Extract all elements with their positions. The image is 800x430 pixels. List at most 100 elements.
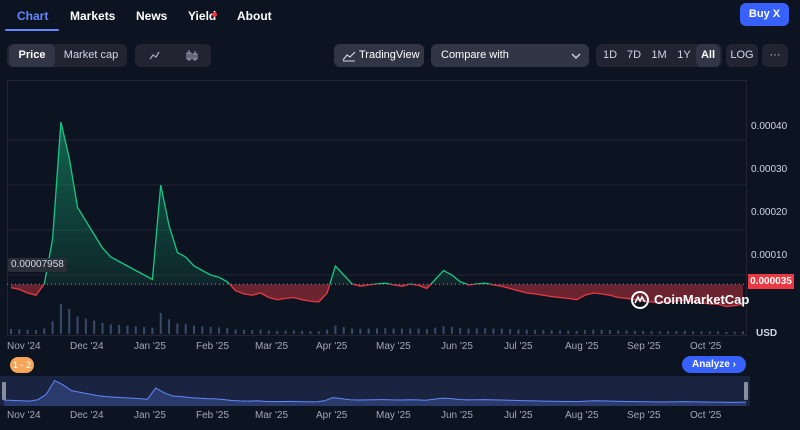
range-1m[interactable]: 1M (651, 49, 667, 61)
volume-bar (267, 330, 270, 334)
price-line-above (43, 121, 494, 285)
navigator-left-handle[interactable] (2, 382, 6, 400)
line-chart-icon (149, 51, 160, 60)
compare-placeholder: Compare with (441, 49, 509, 61)
more-options-button[interactable]: ··· (769, 49, 781, 61)
navigator-x-tick-label: Sep '25 (627, 410, 661, 421)
coinmarketcap-logo-icon (631, 291, 649, 309)
volume-bar (742, 331, 744, 334)
volume-bar (642, 331, 645, 334)
analyze-button[interactable]: Analyze › (682, 356, 746, 373)
volume-bar (376, 328, 378, 334)
volume-bar (559, 330, 561, 334)
volume-bar (392, 328, 395, 334)
range-1y[interactable]: 1Y (677, 49, 691, 61)
navigator-x-tick-label: Aug '25 (565, 410, 599, 421)
volume-bar (234, 329, 237, 334)
volume-bar (459, 328, 462, 334)
navigator-x-tick-label: Feb '25 (196, 410, 230, 421)
volume-bar (93, 320, 96, 334)
volume-bar (176, 323, 179, 334)
top-nav: Chart Markets News Yield About Buy X (0, 0, 800, 32)
log-toggle[interactable]: LOG (730, 49, 754, 61)
tab-news[interactable]: News (136, 9, 168, 23)
navigator-right-handle[interactable] (744, 382, 748, 400)
volume-bar (51, 321, 54, 334)
volume-bar (733, 331, 736, 334)
volume-bar (126, 325, 129, 334)
candlestick-button[interactable] (173, 44, 211, 67)
analyze-label: Analyze (692, 359, 730, 370)
volume-bar (68, 308, 71, 334)
volume-bar (725, 331, 728, 334)
price-toggle[interactable]: Price (9, 44, 55, 67)
range-all[interactable]: All (696, 44, 720, 67)
volume-bar (683, 330, 686, 334)
volume-bar (118, 324, 121, 334)
volume-bar (18, 329, 21, 334)
range-7d[interactable]: 7D (626, 49, 642, 61)
x-tick-label: Feb '25 (196, 341, 230, 352)
volume-bar (417, 328, 420, 334)
tab-markets[interactable]: Markets (70, 9, 116, 23)
current-price-tag: 0.000035 (748, 274, 794, 289)
navigator-x-tick-label: Nov '24 (7, 410, 41, 421)
navigator-x-tick-label: Dec '24 (70, 410, 104, 421)
tab-chart[interactable]: Chart (17, 9, 49, 23)
volume-bar (708, 331, 711, 334)
volume-bar (101, 322, 104, 334)
tradingview-button[interactable]: TradingView (334, 44, 424, 67)
chevron-down-icon (571, 53, 581, 59)
line-chart-button[interactable] (135, 44, 173, 67)
volume-bar (201, 326, 204, 334)
volume-bar (342, 327, 345, 334)
volume-bar (450, 327, 453, 334)
tab-about[interactable]: About (237, 9, 272, 23)
x-tick-label: Oct '25 (690, 341, 722, 352)
tab-yield[interactable]: Yield (188, 9, 217, 23)
more-wrap: ··· (762, 44, 788, 67)
volume-bar (59, 304, 62, 334)
y-tick-label: 0.00020 (751, 207, 788, 218)
volume-bar (26, 329, 29, 334)
price-line-below (10, 284, 744, 308)
active-tab-underline (5, 29, 59, 31)
volume-bar (76, 316, 79, 334)
volume-bar (617, 330, 620, 334)
volume-bar (525, 329, 528, 334)
volume-bar (592, 329, 595, 334)
chart-line-icon (342, 51, 356, 62)
volume-bar (134, 326, 137, 334)
volume-bar (351, 328, 354, 334)
volume-bar (625, 330, 628, 334)
navigator-area (4, 380, 746, 406)
range-navigator[interactable] (0, 376, 750, 406)
volume-bar (675, 331, 678, 334)
volume-bar (500, 328, 503, 334)
range-1d[interactable]: 1D (602, 49, 618, 61)
x-tick-label: Jan '25 (134, 341, 166, 352)
view-toggle: Price Market cap (7, 44, 127, 67)
chart-type-toggle (135, 44, 211, 67)
volume-bar (334, 325, 337, 334)
navigator-x-tick-label: Jan '25 (134, 410, 166, 421)
compare-select[interactable]: Compare with (431, 44, 589, 67)
volume-bar (658, 331, 661, 334)
x-tick-label: Mar '25 (255, 341, 289, 352)
buy-button[interactable]: Buy X (740, 3, 789, 26)
navigator-x-tick-label: May '25 (376, 410, 411, 421)
volume-bar (251, 330, 254, 334)
x-tick-label: Dec '24 (70, 341, 104, 352)
range-selector: 1D 7D 1M 1Y All (596, 44, 722, 67)
volume-bar (517, 329, 520, 334)
volume-bar (168, 319, 171, 334)
y-tick-label: 0.00030 (751, 164, 788, 175)
price-chart[interactable] (7, 80, 747, 336)
market-cap-toggle[interactable]: Market cap (63, 49, 119, 61)
x-tick-label: May '25 (376, 341, 411, 352)
volume-bar (567, 330, 570, 334)
volume-bar (608, 330, 611, 334)
volume-bar (550, 330, 553, 334)
chart-frame (7, 80, 747, 336)
volume-bar (193, 325, 195, 334)
